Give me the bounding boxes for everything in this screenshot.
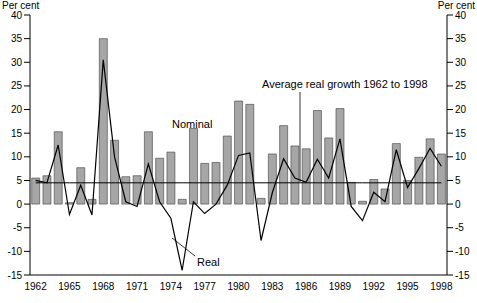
svg-text:25: 25 <box>11 80 23 91</box>
svg-text:25: 25 <box>455 80 467 91</box>
svg-text:Average real growth 1962 to 19: Average real growth 1962 to 1998 <box>262 78 428 90</box>
svg-text:-10: -10 <box>455 246 469 257</box>
svg-text:30: 30 <box>455 57 467 68</box>
svg-text:1983: 1983 <box>261 281 284 292</box>
svg-text:15: 15 <box>455 128 467 139</box>
svg-text:1974: 1974 <box>160 281 183 292</box>
svg-text:1968: 1968 <box>92 281 115 292</box>
svg-text:1971: 1971 <box>126 281 149 292</box>
svg-text:1995: 1995 <box>396 281 419 292</box>
svg-text:-5: -5 <box>455 222 464 233</box>
svg-text:Nominal: Nominal <box>172 118 212 130</box>
svg-text:-10: -10 <box>8 246 22 257</box>
svg-text:40: 40 <box>11 10 23 21</box>
svg-text:1992: 1992 <box>363 281 386 292</box>
svg-text:1962: 1962 <box>25 281 48 292</box>
svg-text:30: 30 <box>11 57 23 68</box>
svg-text:Real: Real <box>197 256 220 268</box>
svg-text:-15: -15 <box>8 270 22 281</box>
svg-text:1986: 1986 <box>295 281 318 292</box>
svg-text:35: 35 <box>11 33 23 44</box>
svg-text:20: 20 <box>11 104 23 115</box>
svg-text:20: 20 <box>455 104 467 115</box>
svg-text:1980: 1980 <box>227 281 250 292</box>
svg-text:40: 40 <box>455 10 467 21</box>
svg-text:0: 0 <box>455 199 461 210</box>
svg-text:Per cent: Per cent <box>8 0 39 11</box>
svg-text:10: 10 <box>11 151 23 162</box>
svg-text:-15: -15 <box>455 270 469 281</box>
svg-text:1989: 1989 <box>329 281 352 292</box>
svg-text:0: 0 <box>16 199 22 210</box>
svg-text:10: 10 <box>455 151 467 162</box>
svg-text:1977: 1977 <box>194 281 217 292</box>
svg-text:1998: 1998 <box>430 281 453 292</box>
svg-text:15: 15 <box>11 128 23 139</box>
svg-text:35: 35 <box>455 33 467 44</box>
svg-text:1965: 1965 <box>58 281 81 292</box>
svg-text:Per cent: Per cent <box>438 0 469 11</box>
svg-text:5: 5 <box>455 175 461 186</box>
svg-text:5: 5 <box>16 175 22 186</box>
svg-text:-5: -5 <box>13 222 22 233</box>
